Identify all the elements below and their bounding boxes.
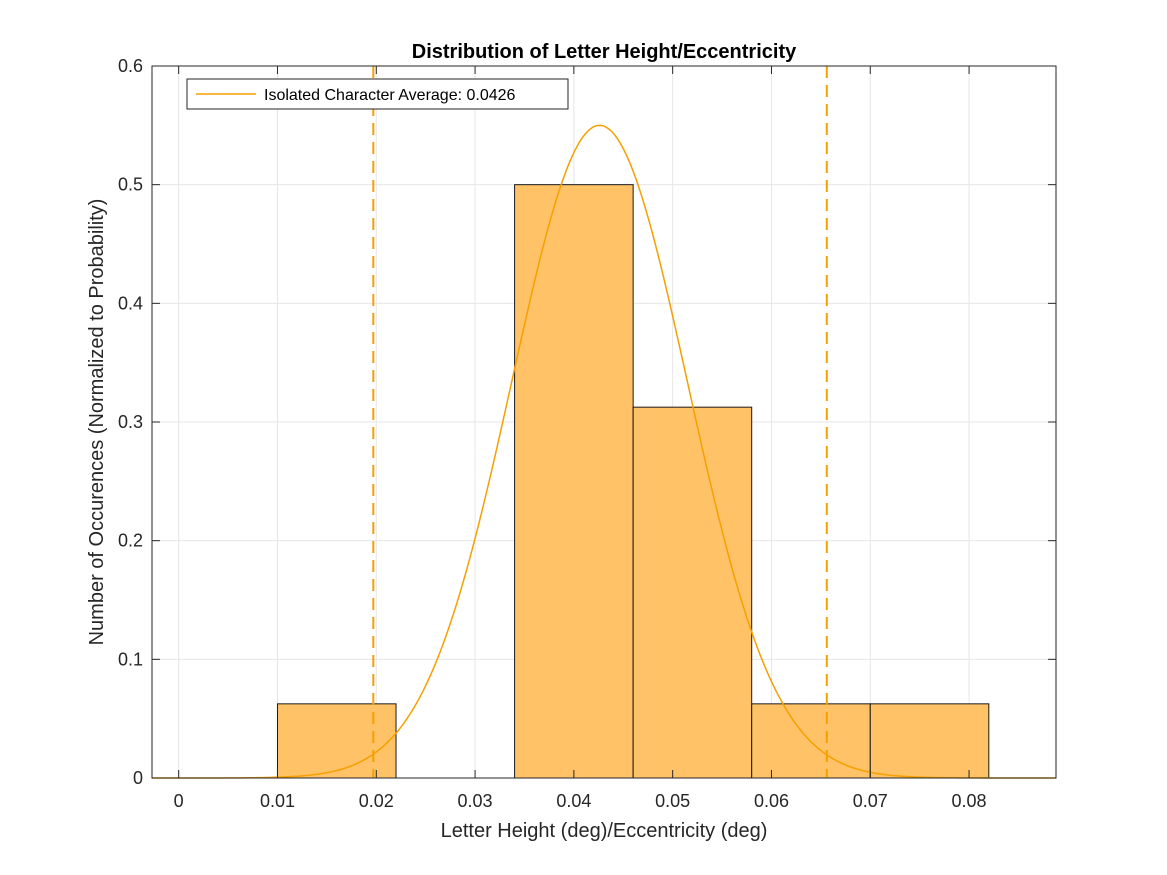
x-tick-label: 0 bbox=[174, 791, 184, 811]
x-tick-label: 0.07 bbox=[853, 791, 888, 811]
histogram-bar bbox=[514, 184, 634, 779]
histogram-bar bbox=[276, 703, 397, 779]
y-tick-label: 0.2 bbox=[118, 531, 143, 551]
y-tick-label: 0.5 bbox=[118, 175, 143, 195]
y-tick-label: 0.1 bbox=[118, 649, 143, 669]
fit-curve-line bbox=[152, 124, 1056, 779]
reference-lines bbox=[372, 66, 828, 778]
chart-title: Distribution of Letter Height/Eccentrici… bbox=[412, 41, 797, 63]
y-axis-title: Number of Occurences (Normalized to Prob… bbox=[86, 199, 108, 646]
y-tick-label: 0 bbox=[133, 768, 143, 788]
x-axis-title: Letter Height (deg)/Eccentricity (deg) bbox=[441, 820, 768, 842]
legend-label: Isolated Character Average: 0.0426 bbox=[264, 87, 516, 104]
histogram-bar bbox=[869, 703, 990, 779]
y-tick-label: 0.3 bbox=[118, 412, 143, 432]
histogram-bar bbox=[632, 406, 753, 779]
tick-labels: 0 0.01 0.02 0.03 0.04 0.05 0.06 0.07 0.08 0 0.1 0.2… bbox=[118, 56, 987, 811]
x-tick-label: 0.08 bbox=[952, 791, 987, 811]
y-tick-label: 0.6 bbox=[118, 56, 143, 76]
x-tick-label: 0.03 bbox=[458, 791, 493, 811]
x-tick-label: 0.04 bbox=[556, 791, 591, 811]
x-tick-label: 0.05 bbox=[655, 791, 690, 811]
fit-curve-layer bbox=[152, 124, 1056, 779]
axes bbox=[151, 65, 1057, 779]
legend: Isolated Character Average: 0.0426 bbox=[186, 78, 569, 110]
x-tick-label: 0.06 bbox=[754, 791, 789, 811]
y-tick-label: 0.4 bbox=[118, 293, 143, 313]
x-tick-label: 0.01 bbox=[260, 791, 295, 811]
x-tick-label: 0.02 bbox=[359, 791, 394, 811]
